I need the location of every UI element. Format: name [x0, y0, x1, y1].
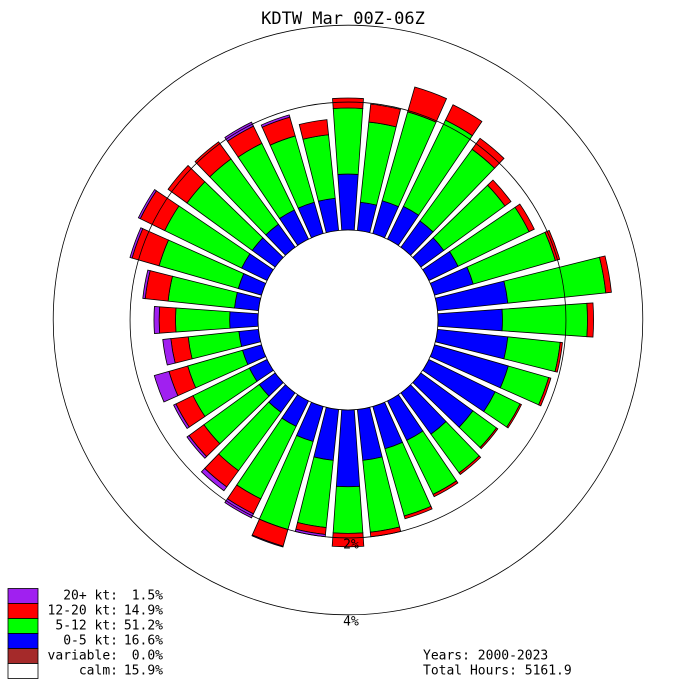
bar-segment — [158, 306, 177, 334]
bar-segment — [432, 480, 459, 498]
bar-segment — [458, 455, 482, 476]
bar-segment — [503, 336, 561, 373]
legend-value: 51.2% — [124, 619, 163, 634]
bar-segment — [298, 119, 329, 140]
legend-swatch — [7, 648, 39, 664]
bar-segment — [599, 255, 612, 294]
grid-circle — [129, 101, 567, 539]
bar-segment — [234, 291, 262, 312]
bar-segment — [129, 227, 144, 259]
bar-segment — [229, 311, 259, 329]
legend-label: 12-20 kt: — [48, 604, 118, 619]
bar-segment — [162, 338, 176, 366]
bar-segment — [173, 403, 190, 430]
bar-segment — [137, 189, 157, 220]
bar-segment — [332, 97, 364, 109]
bar-segment — [260, 114, 291, 128]
legend-label: calm: — [79, 664, 118, 679]
bar-segment — [200, 467, 228, 492]
calm-circle — [257, 229, 439, 411]
bar-segment — [403, 505, 433, 520]
legend-swatch — [7, 618, 39, 634]
bar-segment — [544, 229, 561, 262]
legend-label: 20+ kt: — [63, 589, 118, 604]
bar-segment — [586, 302, 594, 338]
bar-segment — [332, 107, 364, 175]
bar-segment — [479, 427, 499, 450]
chart-title: KDTW Mar 00Z-06Z — [261, 9, 425, 29]
r-tick-label: 2% — [343, 537, 359, 552]
annotation: Years: 2000-2023 — [423, 649, 548, 664]
legend-value: 16.6% — [124, 634, 163, 649]
legend-label: 0-5 kt: — [63, 634, 118, 649]
bar-segment — [538, 377, 552, 407]
bar-segment — [335, 409, 361, 488]
bar-segment — [194, 141, 232, 178]
bar-segment — [332, 485, 364, 534]
bar-segment — [175, 307, 231, 333]
legend-value: 14.9% — [124, 604, 163, 619]
legend-swatch — [7, 663, 39, 679]
legend-label: variable: — [48, 649, 118, 664]
bar-segment — [356, 201, 378, 234]
bar-segment — [331, 532, 365, 548]
grid-circle — [52, 24, 644, 616]
legend-swatch — [7, 588, 39, 604]
bar-segment — [487, 179, 512, 207]
bar-segment — [368, 103, 401, 128]
bar-segment — [554, 341, 563, 373]
bar-segment — [444, 104, 483, 137]
annotation: Total Hours: 5161.9 — [423, 664, 572, 679]
legend-swatch — [7, 633, 39, 649]
legend-value: 0.0% — [132, 649, 163, 664]
bar-segment — [514, 203, 535, 233]
bar-segment — [142, 269, 151, 300]
bar-segment — [337, 173, 359, 231]
r-tick-label: 4% — [343, 614, 359, 629]
bar-segment — [437, 308, 503, 332]
bar-segment — [186, 434, 208, 459]
bar-segment — [167, 164, 206, 204]
bar-segment — [153, 370, 179, 403]
bar-segment — [238, 328, 262, 348]
legend-label: 5-12 kt: — [55, 619, 118, 634]
legend-swatch — [7, 603, 39, 619]
bar-segment — [153, 306, 160, 334]
legend-value: 15.9% — [124, 664, 163, 679]
bar-segment — [251, 534, 284, 548]
legend-value: 1.5% — [132, 589, 163, 604]
bar-segment — [506, 403, 523, 429]
bar-segment — [501, 302, 588, 338]
